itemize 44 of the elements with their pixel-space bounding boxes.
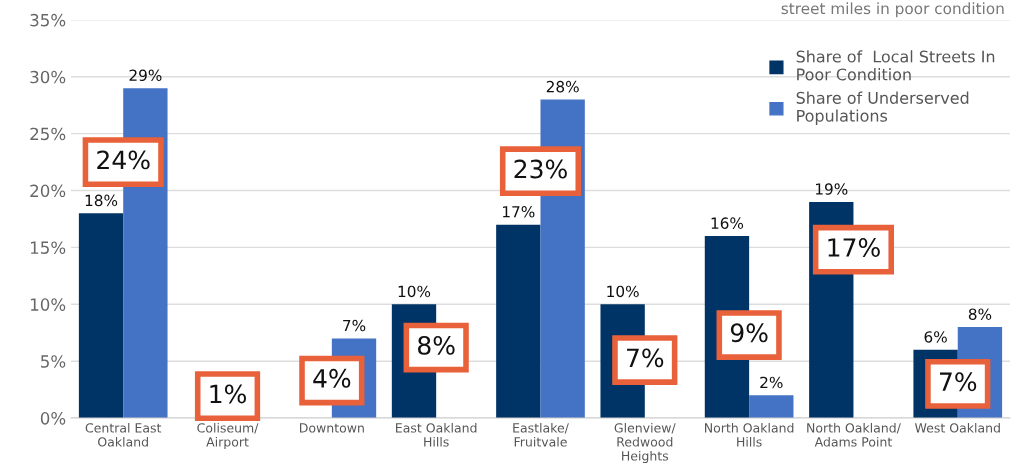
y-tick-label: 20% — [30, 184, 66, 198]
y-tick-label: 15% — [30, 241, 66, 254]
annotation: 1% — [210, 384, 246, 404]
data-label: 29% — [129, 69, 162, 82]
annotation: 24% — [97, 150, 150, 170]
data-label: 10% — [607, 285, 639, 298]
bar — [496, 224, 541, 419]
x-tick-label: Coliseum/ Airport — [197, 422, 259, 450]
bar — [749, 395, 794, 419]
x-tick-label: East Oakland Hills — [396, 422, 477, 447]
annotation: 7% — [939, 372, 977, 392]
text: street miles in poor condition — [781, 2, 1004, 18]
annotation: 7% — [627, 348, 664, 368]
y-tick-label: 10% — [30, 298, 66, 311]
y-tick-label: 30% — [30, 70, 66, 84]
annotation: 23% — [514, 159, 567, 179]
data-label: 7% — [343, 319, 366, 332]
x-tick-label: Glenview/ Redwood Heights — [614, 422, 676, 464]
data-label: 17% — [503, 205, 535, 218]
x-tick-label: Central East Oakland — [85, 422, 162, 447]
legend-label: Share of Local Streets In Poor Condition — [796, 50, 995, 81]
data-label: 16% — [711, 217, 744, 229]
x-tick-label: Eastlake/ Fruitvale — [513, 422, 569, 447]
y-tick-label: 35% — [30, 13, 66, 27]
y-tick-label: 5% — [41, 355, 66, 368]
y-tick-label: 0% — [40, 412, 66, 425]
x-tick-label: North Oakland/ Adams Point — [807, 422, 901, 447]
data-label: 6% — [924, 331, 947, 343]
annotation: 17% — [828, 238, 880, 257]
data-label: 2% — [760, 376, 783, 389]
x-tick-label: Downtown — [300, 423, 364, 433]
annotation: 8% — [418, 335, 455, 355]
legend-label: Share of Underserved Populations — [796, 91, 969, 125]
annotation: 9% — [730, 323, 768, 343]
data-label: 18% — [85, 194, 118, 207]
data-label: 19% — [815, 183, 848, 195]
annotation: 4% — [313, 368, 351, 388]
data-label: 8% — [968, 308, 992, 320]
x-tick-label: West Oakland — [914, 422, 1000, 433]
data-label: 28% — [546, 80, 579, 93]
data-label: 10% — [398, 285, 431, 298]
y-tick-label: 25% — [30, 127, 66, 141]
bar — [78, 213, 124, 419]
x-tick-label: North Oakland Hills — [705, 422, 794, 447]
